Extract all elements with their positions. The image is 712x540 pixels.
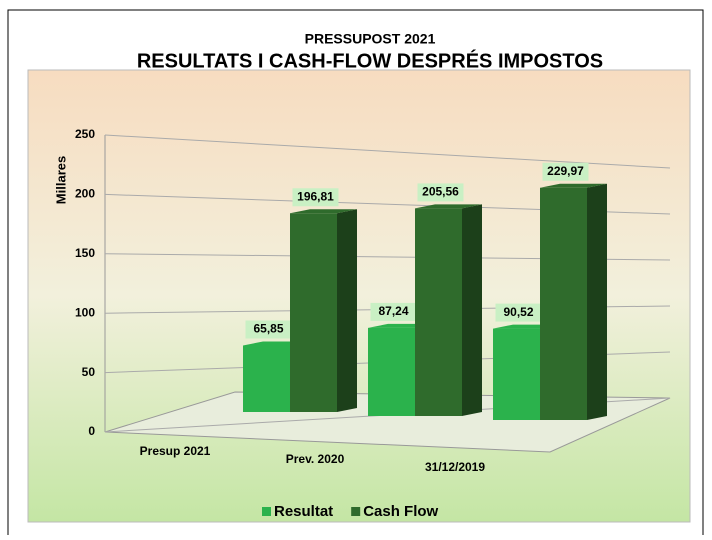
x-tick-label: 31/12/2019	[425, 460, 485, 474]
y-tick-label: 200	[75, 187, 95, 201]
bar-face	[493, 328, 540, 420]
bar-face	[368, 327, 415, 416]
bar-face	[415, 208, 462, 416]
chart-subtitle: PRESSUPOST 2021	[305, 31, 436, 47]
y-tick-label: 0	[88, 424, 95, 438]
y-tick-label: 250	[75, 127, 95, 141]
bar	[540, 183, 607, 420]
data-label: 87,24	[378, 304, 408, 318]
bar	[415, 204, 482, 416]
x-tick-label: Prev. 2020	[286, 452, 345, 466]
bar-face	[290, 213, 337, 412]
data-label-box	[245, 320, 292, 339]
bar-face	[540, 187, 587, 420]
legend-swatch	[351, 507, 361, 516]
bar-face	[243, 345, 290, 412]
data-label-box	[370, 302, 417, 321]
y-tick-label: 150	[75, 246, 95, 260]
data-label-box	[417, 183, 464, 202]
chart-title: RESULTATS I CASH-FLOW DESPRÉS IMPOSTOS	[137, 49, 603, 72]
legend-swatch	[262, 507, 271, 516]
grid-line	[104, 134, 671, 169]
bar-face	[540, 183, 607, 188]
bar	[290, 209, 357, 412]
x-tick-label: Presup 2021	[140, 444, 211, 458]
legend-label: Cash Flow	[363, 503, 438, 520]
y-tick-label: 100	[75, 305, 95, 319]
bar-face	[415, 204, 482, 209]
data-label-box	[292, 188, 339, 207]
bar-face	[462, 204, 482, 416]
bar-face	[290, 209, 357, 214]
data-label: 229,97	[547, 164, 584, 178]
data-label: 205,56	[422, 185, 459, 199]
data-label: 65,85	[253, 322, 283, 336]
bar-face	[337, 209, 357, 412]
bar-face	[587, 183, 607, 420]
y-axis-label: Millares	[53, 156, 68, 204]
data-label: 196,81	[297, 189, 334, 203]
data-label: 90,52	[503, 305, 533, 319]
data-label-box	[542, 162, 589, 181]
data-label-box	[495, 303, 542, 322]
legend-label: Resultat	[274, 503, 333, 520]
y-tick-label: 50	[82, 365, 96, 379]
